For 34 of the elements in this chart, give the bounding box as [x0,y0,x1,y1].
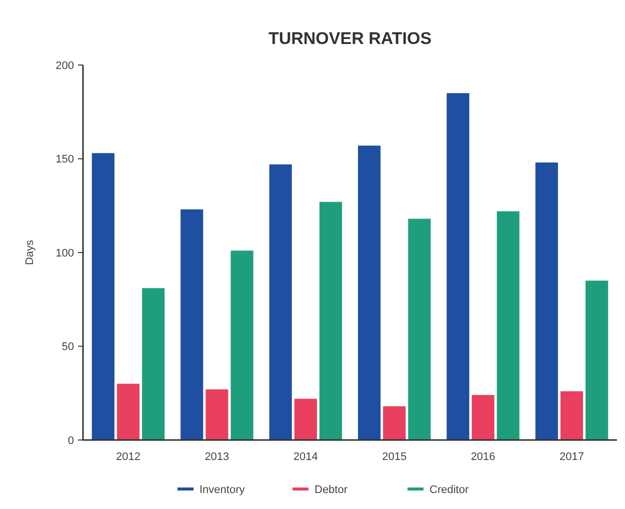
chart-title: TURNOVER RATIOS [268,29,432,48]
y-tick-label: 0 [68,434,74,447]
bar [92,153,114,440]
x-tick-label: 2016 [470,451,496,463]
bar [319,202,342,440]
x-tick-label: 2015 [382,451,407,463]
bar [294,398,317,440]
bar [180,209,204,440]
bar [358,146,381,440]
x-tick-label: 2017 [560,451,584,463]
legend-label: Debtor [314,484,348,496]
x-tick-label: 2012 [116,451,140,463]
bar [408,218,431,440]
legend-label: Creditor [430,484,469,496]
y-tick-label: 150 [56,154,74,166]
y-axis-title: Days [24,239,36,266]
bar [535,162,558,440]
bar [206,389,228,440]
y-tick-label: 100 [56,247,74,260]
bar [472,395,494,440]
x-tick-label: 2014 [293,451,318,463]
y-tick-label: 50 [62,341,74,354]
bar [586,280,608,440]
x-tick-label: 2013 [204,451,230,463]
bar [560,391,584,440]
bar [230,250,254,440]
bar [269,164,292,440]
y-tick-label: 200 [56,60,74,72]
bar [446,93,470,440]
bar [496,211,520,440]
bar [383,406,406,440]
bar [142,288,165,440]
legend-label: Inventory [200,484,246,496]
bar [116,384,140,440]
